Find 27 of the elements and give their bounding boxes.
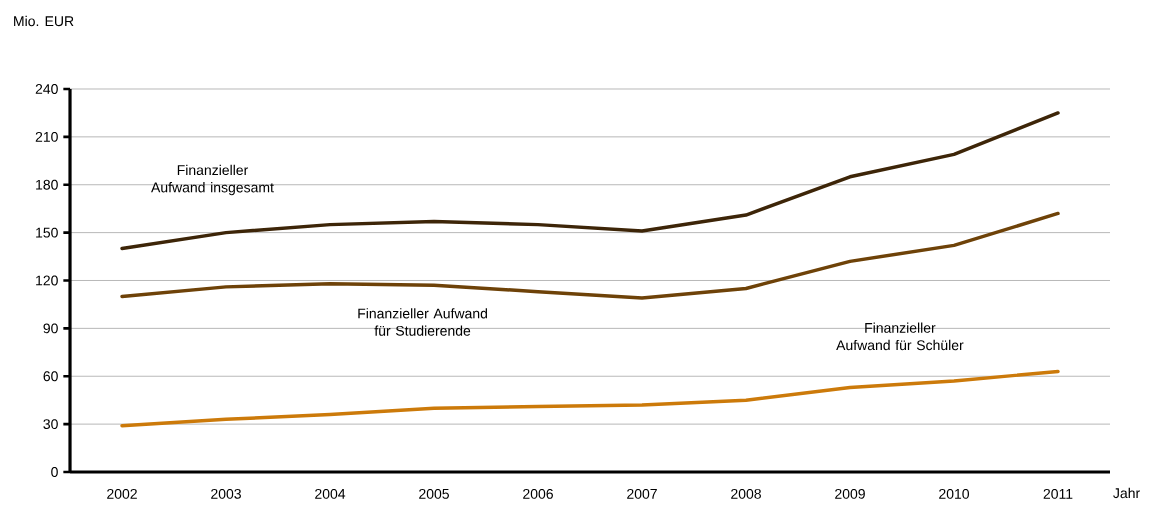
y-tick-label: 90 — [43, 323, 58, 334]
text: Finanzieller Aufwand insgesamt — [151, 164, 274, 196]
x-tick-label: 2011 — [1043, 488, 1073, 499]
x-tick-label: 2007 — [627, 488, 657, 499]
y-tick-label: 240 — [35, 84, 58, 94]
y-tick-label: 30 — [43, 419, 58, 430]
x-tick-label: 2010 — [939, 488, 970, 499]
line-series — [120, 111, 1060, 251]
y-tick-label: 150 — [36, 227, 58, 238]
y-tick-label: 210 — [35, 131, 58, 142]
y-tick-label: 0 — [51, 467, 58, 477]
x-tick-label: 2008 — [731, 488, 761, 499]
x-axis-title: Jahr — [1113, 487, 1140, 499]
x-tick-label: 2006 — [523, 488, 553, 499]
y-tick-label: 60 — [43, 371, 58, 382]
x-tick-label: 2009 — [835, 488, 865, 499]
text: Finanzieller Aufwand für Schüler — [836, 322, 964, 351]
line-series — [120, 369, 1060, 428]
y-tick-label: 180 — [36, 179, 58, 190]
y-axis-title: Mio. EUR — [14, 15, 74, 27]
x-tick-label: 2005 — [419, 488, 449, 499]
x-tick-label: 2003 — [211, 488, 241, 499]
line-series — [120, 211, 1060, 300]
series-label: Finanzieller Aufwand für Studierende — [358, 308, 487, 336]
x-tick-label: 2002 — [107, 488, 137, 499]
x-tick-label: 2004 — [315, 488, 346, 499]
y-tick-label: 120 — [36, 275, 58, 286]
